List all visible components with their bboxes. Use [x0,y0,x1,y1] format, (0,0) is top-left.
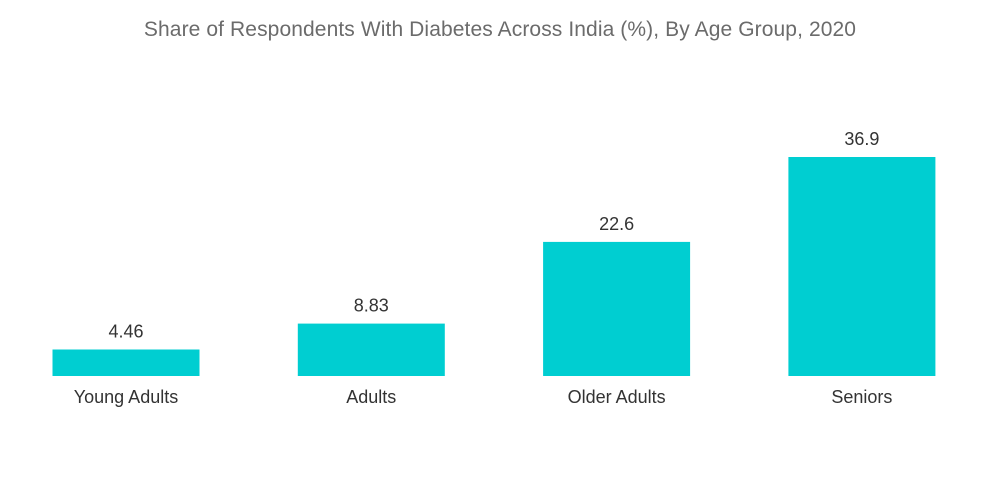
x-tick-labels-group: Young Adults Adults Older Adults Seniors [74,387,893,407]
value-label-adults: 8.83 [354,296,389,316]
bar-young-adults [52,349,200,376]
x-tick-label-young-adults: Young Adults [74,387,178,407]
chart-title: Share of Respondents With Diabetes Acros… [143,18,857,41]
value-label-young-adults: 4.46 [108,322,143,342]
bar-seniors [788,157,936,376]
value-label-seniors: 36.9 [844,129,879,149]
bar-adults [297,323,445,376]
value-label-older-adults: 22.6 [599,214,634,234]
bar-older-adults [543,241,691,376]
value-labels-group: 4.46 8.83 22.6 36.9 [108,129,879,342]
x-tick-label-seniors: Seniors [831,387,892,407]
bars-group [52,157,936,376]
x-tick-label-adults: Adults [346,387,396,407]
x-tick-label-older-adults: Older Adults [568,387,666,407]
